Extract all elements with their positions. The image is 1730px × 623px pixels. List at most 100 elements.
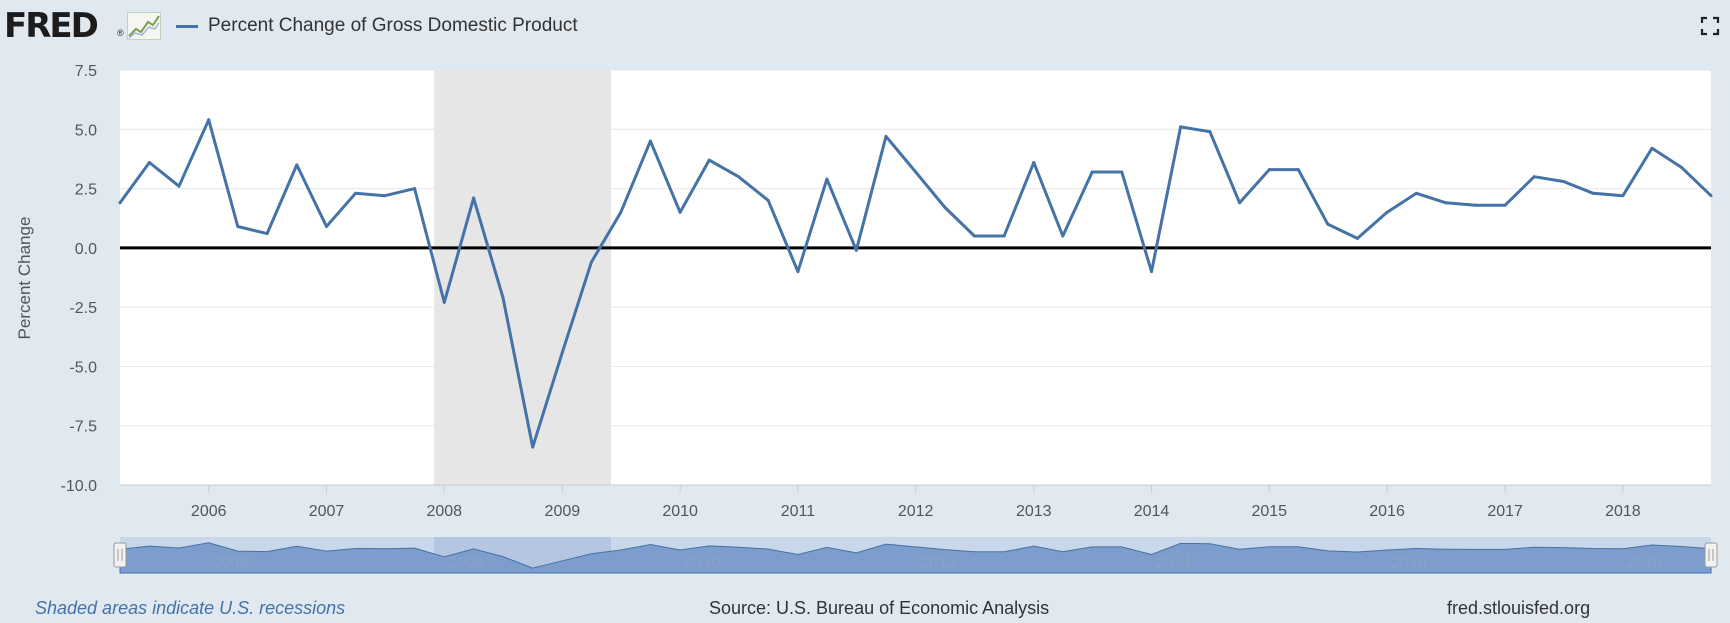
data-point[interactable] bbox=[1090, 170, 1094, 174]
data-point[interactable] bbox=[442, 300, 446, 304]
data-point[interactable] bbox=[472, 196, 476, 200]
data-point[interactable] bbox=[943, 206, 947, 210]
x-tick-label: 2009 bbox=[545, 503, 581, 520]
navigator[interactable]: 2006 2008 2010 2012 2014 2016 2018 bbox=[113, 537, 1718, 574]
navigator-label: 2016 bbox=[1391, 555, 1427, 572]
fred-logo[interactable]: FRED bbox=[4, 6, 99, 46]
data-point[interactable] bbox=[265, 232, 269, 236]
data-point[interactable] bbox=[1621, 194, 1625, 198]
data-point[interactable] bbox=[1709, 194, 1713, 198]
data-point[interactable] bbox=[1650, 146, 1654, 150]
data-point[interactable] bbox=[1032, 160, 1036, 164]
data-point[interactable] bbox=[1150, 270, 1154, 274]
x-tick-label: 2007 bbox=[309, 503, 345, 520]
y-tick-label: 7.5 bbox=[75, 63, 97, 80]
data-point[interactable] bbox=[1179, 125, 1183, 129]
recession-note: Shaded areas indicate U.S. recessions bbox=[35, 598, 346, 618]
navigator-label: 2014 bbox=[1156, 555, 1192, 572]
x-tick-label: 2012 bbox=[898, 503, 934, 520]
data-point[interactable] bbox=[501, 296, 505, 300]
data-point[interactable] bbox=[1061, 234, 1065, 238]
data-point[interactable] bbox=[560, 350, 564, 354]
data-point[interactable] bbox=[324, 225, 328, 229]
navigator-label: 2010 bbox=[684, 555, 720, 572]
chart-header: FRED ® Percent Change of Gross Domestic … bbox=[0, 0, 1730, 52]
y-tick-label: -10.0 bbox=[61, 478, 98, 495]
data-point[interactable] bbox=[1385, 210, 1389, 214]
y-axis-title: Percent Change bbox=[15, 217, 34, 340]
data-point[interactable] bbox=[796, 270, 800, 274]
y-tick-label: 2.5 bbox=[75, 182, 97, 199]
recession-band-0 bbox=[434, 70, 612, 485]
y-tick-label: -2.5 bbox=[69, 300, 97, 317]
registered-mark: ® bbox=[117, 28, 124, 38]
data-point[interactable] bbox=[1591, 191, 1595, 195]
data-point[interactable] bbox=[1326, 222, 1330, 226]
site-link[interactable]: fred.stlouisfed.org bbox=[1447, 598, 1591, 618]
data-point[interactable] bbox=[354, 191, 358, 195]
x-tick-label: 2013 bbox=[1016, 503, 1052, 520]
data-point[interactable] bbox=[914, 170, 918, 174]
data-point[interactable] bbox=[1355, 236, 1359, 240]
data-point[interactable] bbox=[884, 134, 888, 138]
data-point[interactable] bbox=[854, 248, 858, 252]
fullscreen-icon[interactable] bbox=[1700, 16, 1720, 36]
x-tick-label: 2014 bbox=[1134, 503, 1170, 520]
legend-label: Percent Change of Gross Domestic Product bbox=[208, 15, 578, 36]
data-point[interactable] bbox=[1267, 168, 1271, 172]
x-tick-label: 2010 bbox=[662, 503, 698, 520]
data-point[interactable] bbox=[619, 210, 623, 214]
data-point[interactable] bbox=[118, 201, 122, 205]
navigator-label: 2006 bbox=[213, 555, 249, 572]
navigator-label: 2018 bbox=[1627, 555, 1663, 572]
x-tick-label: 2017 bbox=[1487, 503, 1523, 520]
data-point[interactable] bbox=[207, 118, 211, 122]
data-point[interactable] bbox=[766, 198, 770, 202]
data-point[interactable] bbox=[825, 177, 829, 181]
navigator-labels: 2006 2008 2010 2012 2014 2016 2018 bbox=[213, 555, 1663, 572]
x-tick-label: 2016 bbox=[1369, 503, 1405, 520]
source-note: Source: U.S. Bureau of Economic Analysis bbox=[709, 598, 1050, 618]
navigator-label: 2008 bbox=[448, 555, 484, 572]
data-point[interactable] bbox=[1562, 179, 1566, 183]
navigator-handle-right[interactable] bbox=[1704, 542, 1718, 568]
data-point[interactable] bbox=[236, 225, 240, 229]
y-tick-label: 5.0 bbox=[75, 122, 97, 139]
data-point[interactable] bbox=[1503, 203, 1507, 207]
y-tick-label: -5.0 bbox=[69, 359, 97, 376]
data-point[interactable] bbox=[1002, 234, 1006, 238]
data-point[interactable] bbox=[531, 445, 535, 449]
data-point[interactable] bbox=[589, 260, 593, 264]
data-point[interactable] bbox=[678, 210, 682, 214]
plot-background bbox=[120, 70, 1711, 485]
data-point[interactable] bbox=[383, 194, 387, 198]
navigator-label: 2012 bbox=[920, 555, 956, 572]
data-point[interactable] bbox=[1120, 170, 1124, 174]
data-point[interactable] bbox=[707, 158, 711, 162]
data-point[interactable] bbox=[1238, 201, 1242, 205]
data-point[interactable] bbox=[177, 184, 181, 188]
data-point[interactable] bbox=[737, 175, 741, 179]
x-tick-label: 2008 bbox=[426, 503, 462, 520]
data-point[interactable] bbox=[648, 139, 652, 143]
data-point[interactable] bbox=[1679, 165, 1683, 169]
line-graph-icon bbox=[127, 12, 161, 40]
data-point[interactable] bbox=[1296, 168, 1300, 172]
chart-legend: Percent Change of Gross Domestic Product bbox=[176, 14, 578, 38]
navigator-handle-left[interactable] bbox=[113, 542, 127, 568]
navigator-area bbox=[119, 542, 1712, 574]
data-point[interactable] bbox=[1414, 191, 1418, 195]
data-point[interactable] bbox=[972, 234, 976, 238]
data-point[interactable] bbox=[1473, 203, 1477, 207]
data-point[interactable] bbox=[295, 163, 299, 167]
x-tick-label: 2011 bbox=[781, 503, 816, 520]
data-point[interactable] bbox=[1532, 175, 1536, 179]
y-axis-ticks: 7.5 5.0 2.5 0.0 -2.5 -5.0 -7.5 -10.0 bbox=[61, 63, 98, 495]
data-point[interactable] bbox=[413, 187, 417, 191]
x-tick-label: 2015 bbox=[1251, 503, 1287, 520]
data-point[interactable] bbox=[1444, 201, 1448, 205]
data-point[interactable] bbox=[147, 160, 151, 164]
data-point[interactable] bbox=[1208, 130, 1212, 134]
x-axis-ticks: 2006 2007 2008 2009 2010 2011 2012 2013 2014 2015… bbox=[120, 484, 1711, 520]
